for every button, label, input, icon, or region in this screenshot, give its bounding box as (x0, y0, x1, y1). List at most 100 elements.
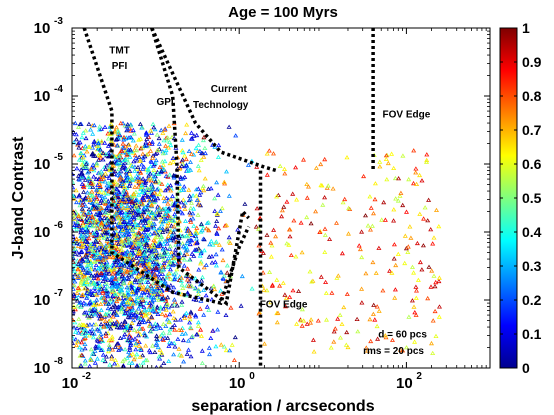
scatter-point (91, 275, 97, 280)
scatter-point (73, 329, 79, 334)
scatter-point (127, 292, 133, 297)
scatter-point (434, 207, 439, 212)
scatter-point (106, 337, 112, 343)
scatter-point (120, 243, 126, 248)
scatter-point (160, 271, 166, 276)
scatter-point (122, 357, 128, 362)
scatter-point (158, 188, 164, 193)
y-tick-exponent: -3 (54, 16, 63, 27)
scatter-point (167, 326, 173, 332)
scatter-point (74, 236, 80, 241)
scatter-point (160, 162, 166, 167)
scatter-point (113, 125, 120, 130)
detection-limit-curves (82, 28, 375, 368)
scatter-point (411, 148, 417, 153)
scatter-point (144, 255, 150, 260)
scatter-point (101, 215, 107, 220)
scatter-point (98, 307, 104, 312)
scatter-point (226, 193, 232, 198)
scatter-point (157, 225, 163, 230)
scatter-point (115, 271, 121, 276)
scatter-point (268, 299, 274, 305)
scatter-point (179, 291, 185, 297)
scatter-point (214, 231, 220, 236)
y-tick-exponent: -5 (54, 152, 63, 163)
scatter-point (141, 197, 147, 202)
scatter-point (183, 218, 188, 223)
scatter-point (100, 357, 106, 362)
scatter-point (127, 252, 133, 257)
scatter-point (156, 191, 162, 197)
scatter-point (179, 137, 185, 142)
scatter-point (193, 187, 199, 192)
scatter-point (362, 213, 369, 218)
scatter-point (93, 344, 99, 349)
scatter-point (129, 163, 135, 169)
scatter-point (136, 154, 142, 159)
scatter-point (84, 219, 90, 224)
scatter-point (72, 274, 76, 280)
scatter-point (407, 224, 413, 229)
scatter-point (118, 210, 124, 215)
scatter-point (397, 193, 403, 198)
scatter-point (101, 324, 107, 329)
scatter-point (81, 164, 87, 169)
scatter-point (129, 257, 135, 262)
scatter-point (361, 173, 367, 179)
scatter-point (145, 318, 151, 323)
scatter-point (149, 141, 155, 146)
scatter-point (166, 259, 173, 264)
scatter-point (98, 295, 105, 300)
scatter-point (298, 318, 304, 323)
scatter-point (121, 239, 127, 245)
scatter-point (113, 157, 119, 162)
scatter-point (111, 266, 117, 271)
scatter-point (339, 321, 345, 326)
scatter-point (138, 136, 144, 141)
scatter-point (209, 297, 215, 302)
scatter-point (132, 336, 138, 341)
annotation-label: FOV Edge (260, 300, 308, 311)
scatter-point (299, 250, 305, 255)
scatter-point (304, 195, 310, 200)
x-tick-label: 10 (229, 375, 246, 392)
scatter-point (188, 205, 194, 210)
scatter-point (313, 209, 319, 214)
scatter-point (139, 125, 145, 130)
scatter-point (275, 310, 281, 315)
scatter-point (127, 262, 133, 267)
scatter-point (133, 204, 139, 209)
scatter-point (213, 263, 219, 268)
scatter-point (130, 351, 136, 356)
scatter-point (391, 218, 397, 223)
scatter-point (117, 175, 123, 180)
scatter-point (76, 213, 82, 219)
scatter-point (98, 155, 104, 160)
colorbar-tick-label: 0.2 (522, 292, 542, 308)
scatter-point (97, 239, 103, 244)
scatter-point (151, 323, 157, 328)
scatter-point (157, 347, 163, 352)
scatter-point (106, 346, 112, 352)
scatter-point (117, 223, 123, 229)
scatter-point (182, 174, 188, 179)
scatter-point (104, 205, 109, 211)
scatter-point (96, 204, 102, 209)
scatter-point (84, 266, 90, 271)
scatter-point (164, 241, 170, 246)
scatter-point (83, 333, 89, 338)
scatter-point (130, 314, 136, 319)
colorbar-ticks: 10.90.80.70.60.50.40.30.20.10 (500, 20, 542, 376)
scatter-point (94, 337, 100, 342)
scatter-point (198, 221, 204, 226)
scatter-point (152, 127, 158, 132)
scatter-point (130, 127, 136, 133)
limit-curve (82, 28, 251, 306)
scatter-point (221, 179, 227, 184)
scatter-point (140, 195, 146, 200)
scatter-point (149, 186, 155, 192)
scatter-point (154, 364, 159, 368)
scatter-point (109, 284, 115, 290)
scatter-point (163, 313, 169, 318)
scatter-point (365, 223, 371, 228)
